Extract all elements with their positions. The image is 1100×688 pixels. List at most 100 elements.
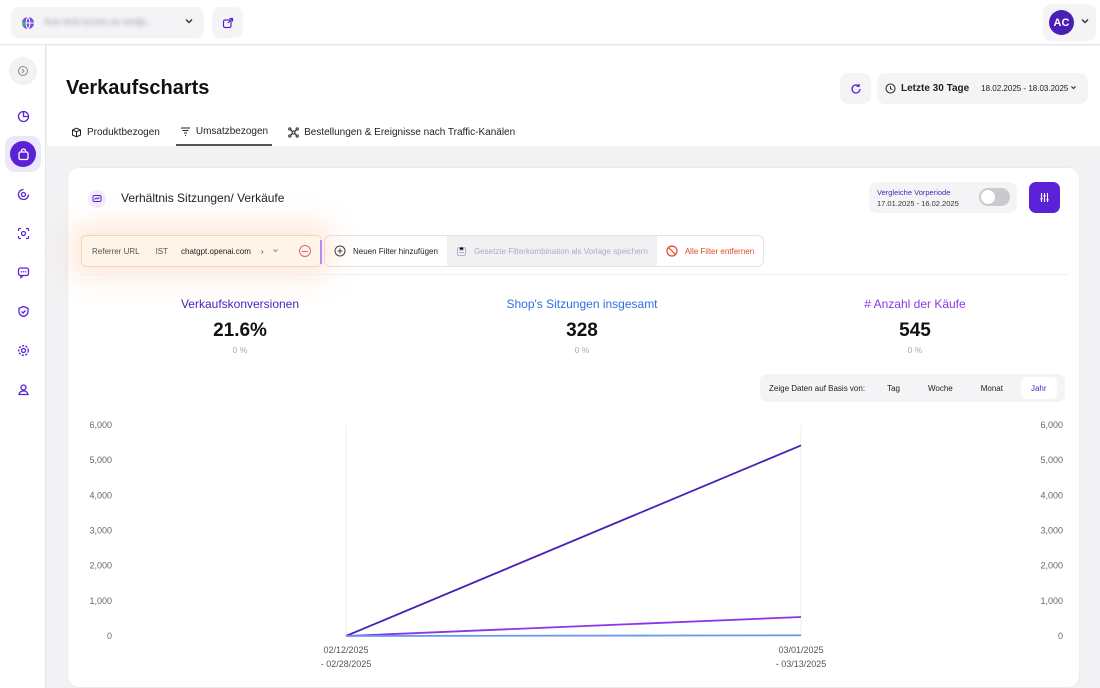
external-link-icon <box>222 17 233 28</box>
kpi-value: 545 <box>899 320 931 341</box>
y-tick-label-left: 4,000 <box>89 490 112 500</box>
user-group-icon <box>17 383 29 395</box>
sidebar-item-dashboard[interactable] <box>9 102 37 130</box>
kpi-purchases: # Anzahl der Käufe 545 0 % <box>815 297 1015 355</box>
filter-chip[interactable]: Referrer URL IST chatgpt.openai.com › <box>81 235 322 267</box>
filter-actions: Neuen Filter hinzufügen Gesetzte Filterk… <box>324 235 765 267</box>
period-label: Zeige Daten auf Basis von: <box>769 383 866 393</box>
save-filter-label: Gesetzte Filterkombination als Vorlage s… <box>473 246 648 256</box>
y-tick-label-right: 1,000 <box>1040 596 1063 606</box>
chat-icon <box>17 266 29 279</box>
pie-chart-icon <box>17 110 29 122</box>
sidebar-item-chat[interactable] <box>9 258 37 286</box>
x-tick-label: - 02/28/2025 <box>321 659 372 669</box>
user-menu[interactable]: AC <box>1043 4 1096 41</box>
compare-label: Vergleiche Vorperiode <box>877 188 951 197</box>
y-tick-label-left: 3,000 <box>89 526 112 536</box>
y-tick-label-left: 0 <box>107 631 112 641</box>
divider <box>81 274 1068 275</box>
sliders-icon <box>1040 193 1049 202</box>
y-tick-label-right: 2,000 <box>1040 561 1063 571</box>
period-option-jahr[interactable]: Jahr <box>1020 377 1057 399</box>
refresh-icon <box>850 83 861 94</box>
x-tick-label: 03/01/2025 <box>778 645 823 655</box>
sidebar-item-visitors[interactable] <box>9 219 37 247</box>
page-header: Verkaufscharts Letzte 30 Tage 18.02.2025… <box>47 46 1100 146</box>
clock-icon <box>885 83 896 94</box>
date-range-picker[interactable]: Letzte 30 Tage 18.02.2025 - 18.03.2025 <box>877 73 1088 104</box>
kpi-name: Verkaufskonversionen <box>180 297 300 311</box>
period-switch: Zeige Daten auf Basis von: Tag Woche Mon… <box>760 374 1065 402</box>
clear-filters-button[interactable]: Alle Filter entfernen <box>657 236 763 266</box>
tab-bar: Produktbezogen Umsatzbezogen Bestellunge… <box>67 118 531 146</box>
series-line-2 <box>345 616 802 637</box>
trend-icon <box>88 190 106 208</box>
y-tick-label-right: 4,000 <box>1040 490 1063 500</box>
kpi-value: 328 <box>566 320 598 341</box>
filter-settings-button[interactable] <box>1029 182 1060 213</box>
avatar: AC <box>1049 10 1074 35</box>
series-line-3 <box>345 634 802 637</box>
y-tick-label-left: 6,000 <box>89 420 112 430</box>
filter-bar: Referrer URL IST chatgpt.openai.com › Ne… <box>81 235 765 267</box>
collapse-icon <box>18 66 28 76</box>
sidebar-active-indicator <box>10 141 36 167</box>
save-filter-template-button[interactable]: Gesetzte Filterkombination als Vorlage s… <box>446 236 657 266</box>
y-tick-label-left: 5,000 <box>89 455 112 465</box>
y-tick-label-right: 5,000 <box>1040 455 1063 465</box>
prohibited-icon <box>666 245 678 257</box>
kpi-sessions: Shop's Sitzungen insgesamt 328 0 % <box>482 297 682 355</box>
date-range-value: 18.02.2025 - 18.03.2025 <box>981 84 1069 93</box>
kpi-delta: 0 % <box>232 345 248 355</box>
kpi-name: # Anzahl der Käufe <box>864 297 966 311</box>
y-tick-label-right: 6,000 <box>1040 420 1063 430</box>
sales-line-chart: 0 1,000 2,000 3,000 4,000 5,000 6,000 0 1,000 2,0… <box>89 420 1063 669</box>
sidebar-collapse-button[interactable] <box>9 57 37 85</box>
clear-filters-label: Alle Filter entfernen <box>684 246 755 256</box>
sidebar-item-team[interactable] <box>9 375 37 403</box>
sidebar-item-targeting[interactable] <box>9 180 37 208</box>
sidebar <box>0 45 46 688</box>
period-option-woche[interactable]: Woche <box>927 383 953 393</box>
y-tick-label-left: 1,000 <box>89 596 112 606</box>
chevron-down-icon[interactable] <box>272 247 279 256</box>
refresh-button[interactable] <box>840 73 871 104</box>
kpi-conversion: Verkaufskonversionen 21.6% 0 % <box>140 297 340 355</box>
sidebar-item-settings[interactable] <box>9 336 37 364</box>
store-selector[interactable]: live-test-ecom.xx-endp... <box>11 7 204 38</box>
box-icon <box>72 127 81 137</box>
tab-label: Bestellungen & Ereignisse nach Traffic-K… <box>304 126 516 138</box>
kpi-delta: 0 % <box>907 345 923 355</box>
tab-label: Umsatzbezogen <box>195 125 269 137</box>
network-icon <box>288 126 299 138</box>
compare-toggle[interactable] <box>979 188 1010 206</box>
shopping-bag-icon <box>17 147 29 160</box>
kpi-name: Shop's Sitzungen insgesamt <box>506 297 658 311</box>
kpi-delta: 0 % <box>574 345 590 355</box>
y-tick-label-right: 0 <box>1058 631 1063 641</box>
compare-range: 17.01.2025 - 16.02.2025 <box>877 199 959 208</box>
chevron-down-icon <box>1080 16 1090 29</box>
chevron-down-icon <box>184 16 194 29</box>
remove-filter-icon[interactable] <box>299 245 311 257</box>
top-bar: live-test-ecom.xx-endp... AC <box>0 0 1100 45</box>
add-filter-label: Neuen Filter hinzufügen <box>353 246 438 256</box>
tab-traffic-kanaele[interactable]: Bestellungen & Ereignisse nach Traffic-K… <box>284 118 519 146</box>
period-option-tag[interactable]: Tag <box>887 383 900 393</box>
page-title: Verkaufscharts <box>66 77 210 99</box>
open-store-button[interactable] <box>212 7 243 38</box>
sidebar-item-sales[interactable] <box>5 136 41 172</box>
period-option-monat[interactable]: Monat <box>980 383 1003 393</box>
y-tick-label-right: 3,000 <box>1040 526 1063 536</box>
x-tick-label: - 03/13/2025 <box>776 659 827 669</box>
kpi-value: 21.6% <box>213 320 267 341</box>
shield-icon <box>17 305 29 317</box>
save-icon <box>456 246 466 256</box>
add-filter-button[interactable]: Neuen Filter hinzufügen <box>325 236 447 266</box>
sales-ratio-card: Verhältnis Sitzungen/ Verkäufe Vergleich… <box>67 167 1080 688</box>
tab-produktbezogen[interactable]: Produktbezogen <box>67 118 164 146</box>
tab-umsatzbezogen[interactable]: Umsatzbezogen <box>175 118 273 146</box>
sidebar-item-security[interactable] <box>9 297 37 325</box>
store-name: live-test-ecom.xx-endp... <box>45 17 154 28</box>
filter-operator: IST <box>155 246 169 256</box>
